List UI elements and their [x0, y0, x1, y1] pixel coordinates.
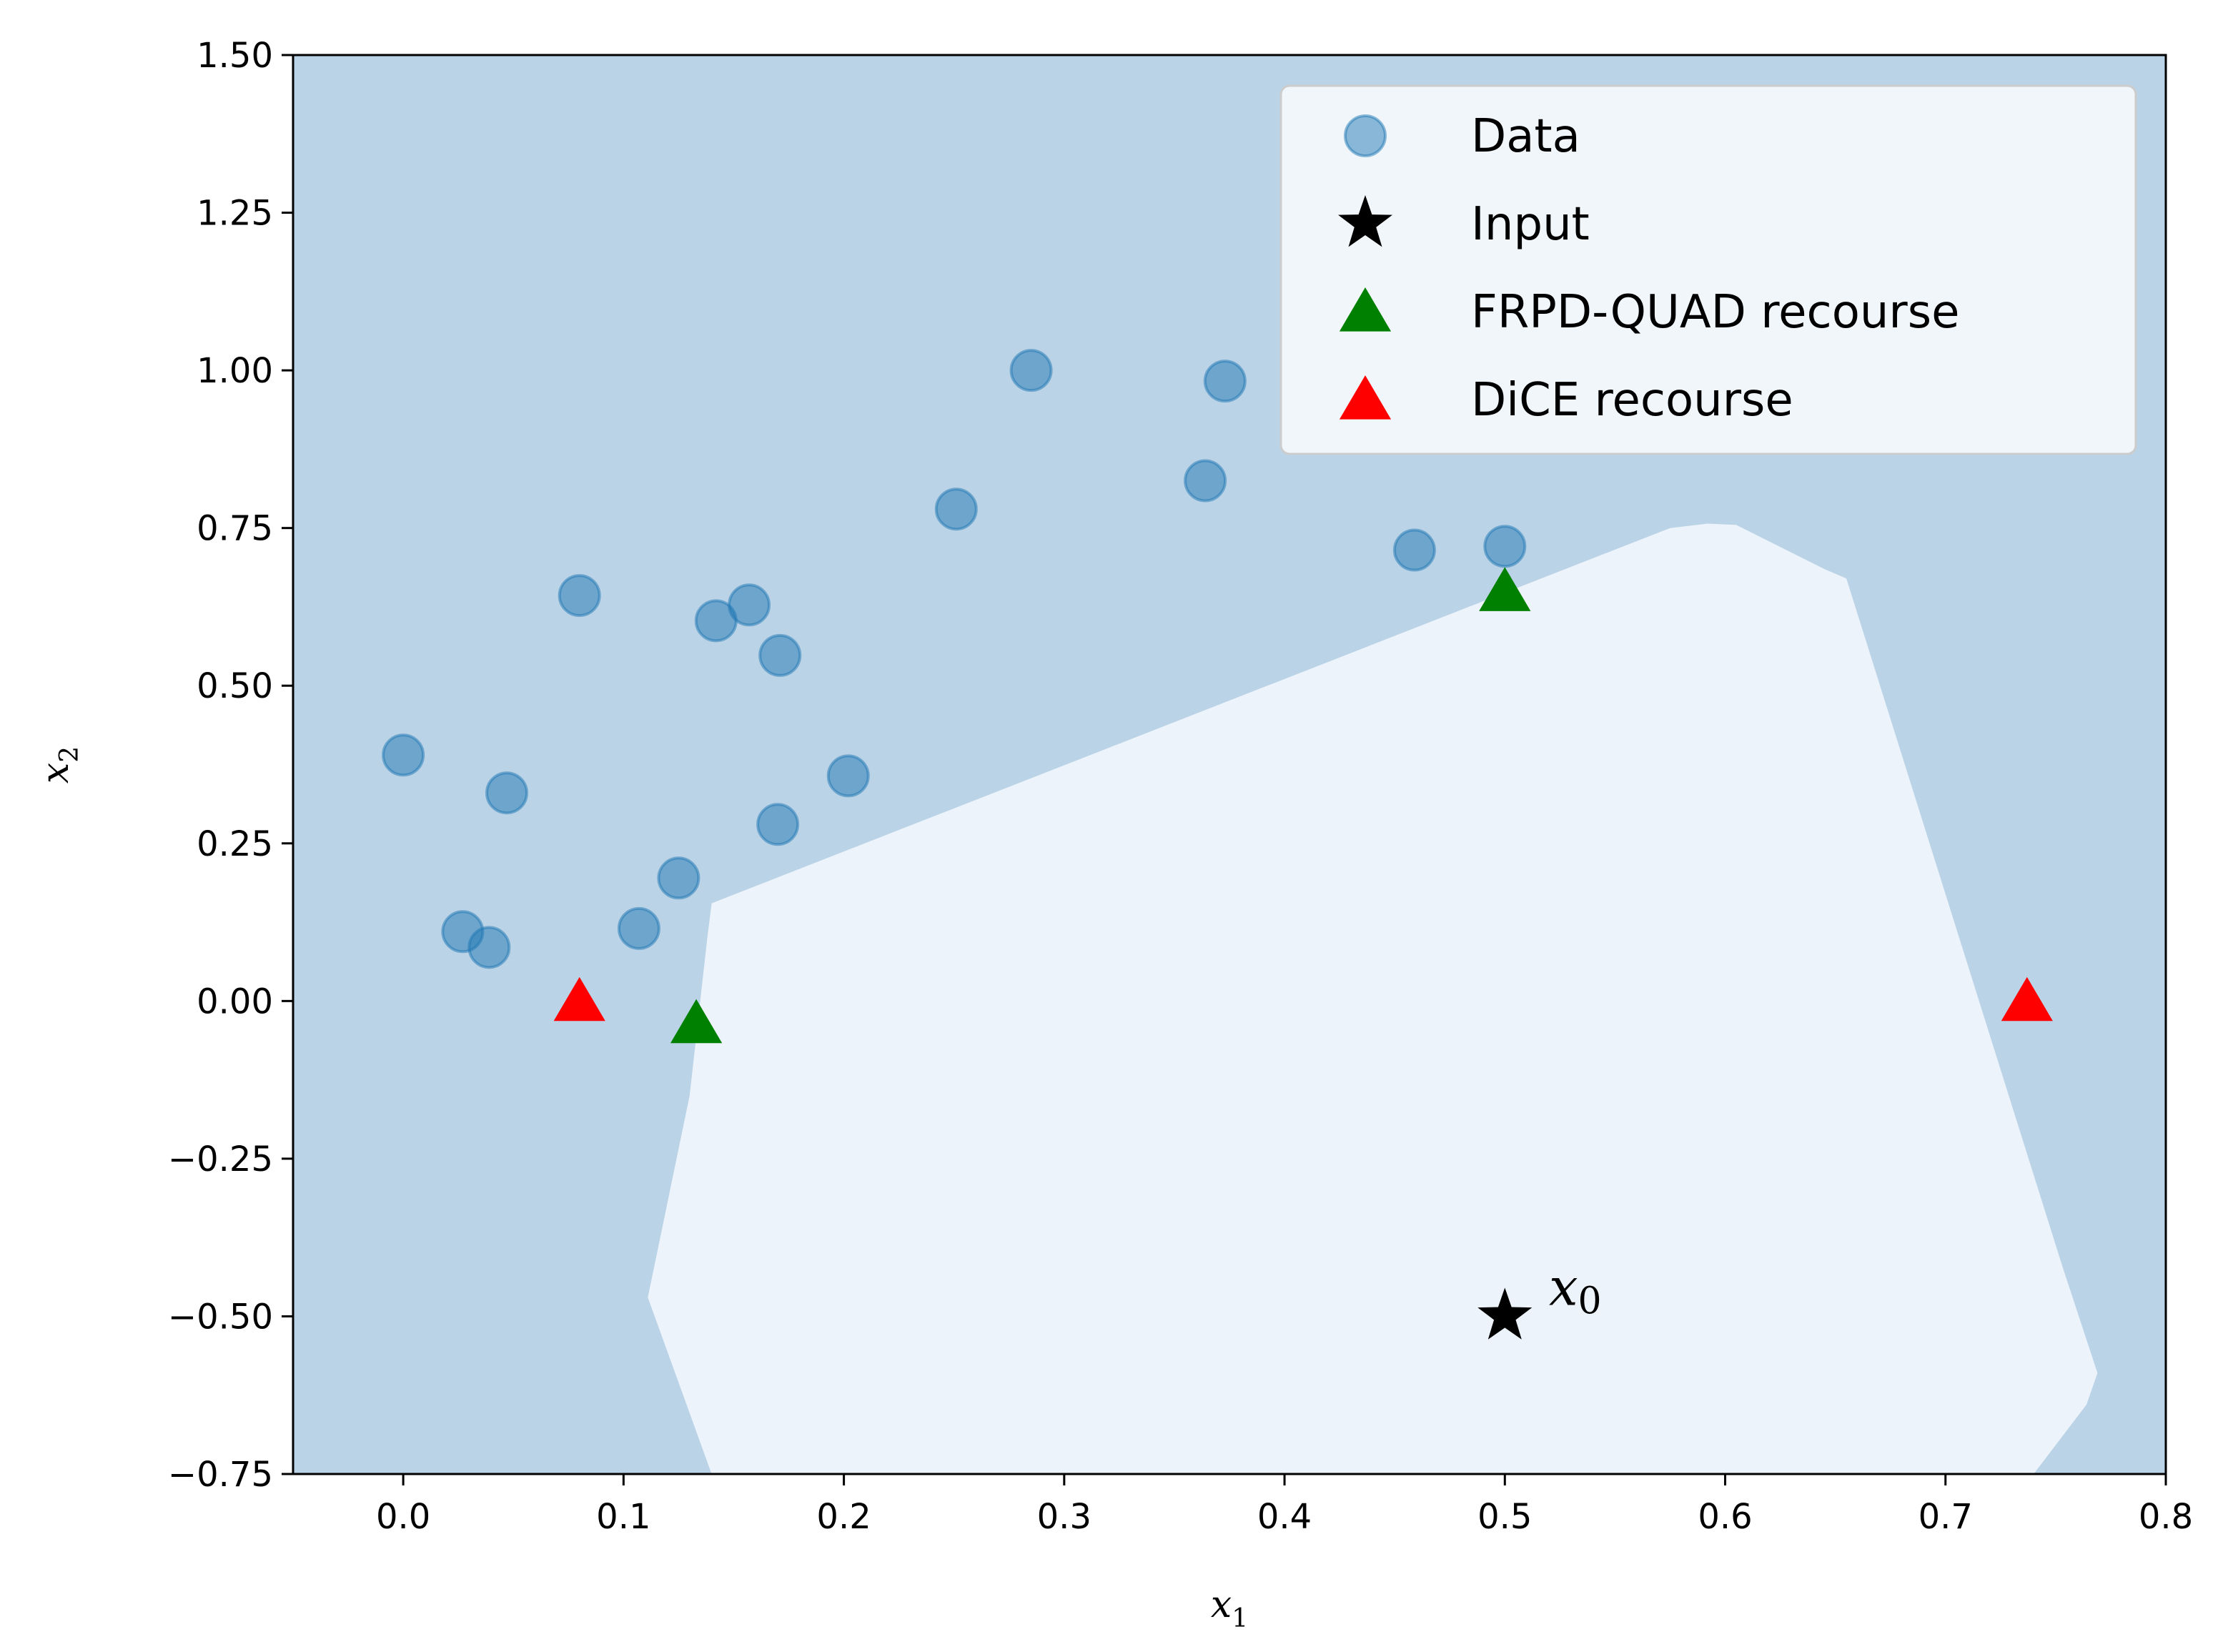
legend-marker-data — [1344, 114, 1387, 157]
frpd-quad-recourse-point — [1479, 567, 1531, 611]
data-point — [1392, 528, 1436, 572]
x-tick-label: 0.5 — [1477, 1497, 1532, 1537]
plot-frame — [292, 54, 2167, 1475]
y-tick-label: 0.75 — [197, 509, 273, 549]
x-axis: 0.0 0.1 0.2 0.3 0.4 0.5 0.6 0.7 0.8 — [376, 1474, 2193, 1537]
x-tick-label: 0.8 — [2139, 1497, 2193, 1537]
x-tick-label: 0.3 — [1037, 1497, 1091, 1537]
data-point — [934, 488, 978, 531]
data-marks — [382, 349, 2053, 1340]
y-tick-label: −0.50 — [168, 1297, 273, 1337]
legend-frame — [1279, 84, 2137, 455]
x-tick-label: 0.1 — [596, 1497, 650, 1537]
data-point — [485, 771, 528, 815]
y-axis: −0.75 −0.50 −0.25 0.00 0.25 0.50 0.75 1.00 1.25 1… — [168, 36, 293, 1495]
y-tick-label: 1.50 — [197, 36, 273, 76]
data-point — [756, 803, 800, 846]
data-point — [558, 574, 601, 618]
x-tick-label: 0.0 — [376, 1497, 430, 1537]
x-axis-label: x1 — [1211, 1583, 1248, 1633]
input-point — [1477, 1287, 1533, 1340]
legend-label: FRPD-QUAD recourse — [1471, 286, 1959, 339]
x-tick-label: 0.2 — [816, 1497, 871, 1537]
legend-label: DiCE recourse — [1471, 374, 1793, 427]
y-tick-label: −0.25 — [168, 1139, 273, 1179]
y-tick-label: 1.00 — [197, 351, 273, 391]
positive-class-region — [648, 523, 2098, 1474]
input-annotation: x0 — [1549, 1257, 1602, 1322]
x-tick-label: 0.7 — [1918, 1497, 1973, 1537]
data-point — [617, 906, 660, 950]
legend-marker-input — [1338, 195, 1392, 247]
data-point — [657, 856, 700, 900]
x-tick-label: 0.6 — [1698, 1497, 1752, 1537]
data-point — [382, 733, 425, 777]
legend-label: Data — [1471, 110, 1580, 163]
data-point — [758, 633, 802, 677]
dice-recourse-point — [2001, 976, 2053, 1022]
y-tick-label: −0.75 — [168, 1455, 273, 1495]
legend: Data Input FRPD-QUAD recourse DiCE recourse — [1279, 84, 2137, 455]
legend-label: Input — [1471, 198, 1590, 251]
data-point — [1203, 360, 1247, 403]
frpd-quad-recourse-point — [670, 999, 723, 1044]
legend-marker-dice — [1339, 375, 1392, 420]
y-tick-label: 0.25 — [197, 824, 273, 864]
data-point — [826, 754, 870, 798]
data-point — [467, 926, 511, 969]
data-point — [1009, 349, 1053, 392]
y-tick-label: 0.00 — [197, 981, 273, 1022]
legend-marker-frpd-quad — [1339, 287, 1392, 332]
y-tick-label: 1.25 — [197, 194, 273, 234]
data-point — [728, 583, 771, 627]
data-point — [1483, 525, 1527, 568]
y-axis-label: x2 — [34, 746, 84, 783]
annotations: x0 — [1549, 1257, 1602, 1322]
y-tick-label: 0.50 — [197, 666, 273, 706]
data-point — [1184, 459, 1227, 503]
x-tick-label: 0.4 — [1257, 1497, 1312, 1537]
dice-recourse-point — [553, 976, 605, 1022]
